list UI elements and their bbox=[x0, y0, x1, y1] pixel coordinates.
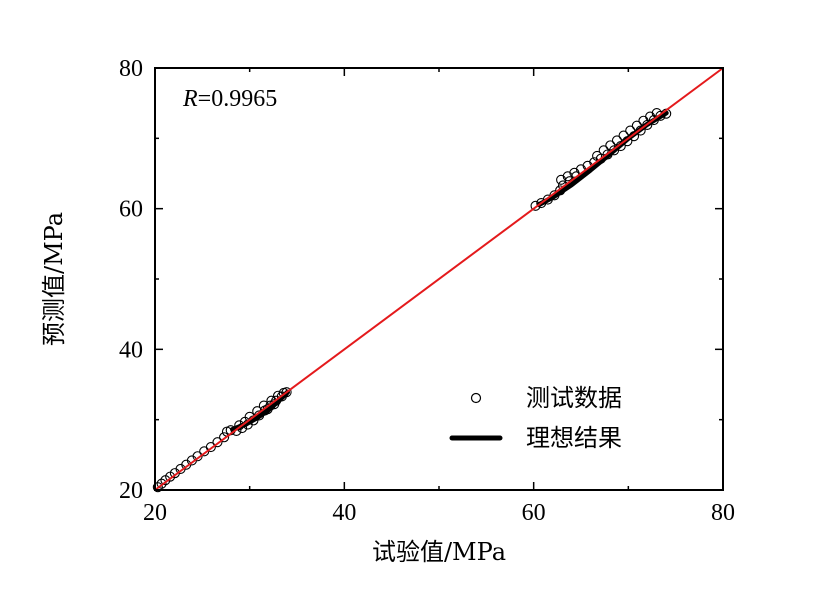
y-axis-title: 预测值/MPa bbox=[40, 212, 68, 346]
legend-label-test-data: 测试数据 bbox=[526, 384, 622, 412]
y-tick-label: 80 bbox=[119, 56, 143, 82]
reference-line bbox=[154, 67, 724, 491]
x-axis-title: 试验值/MPa bbox=[372, 538, 506, 566]
reference-line-series bbox=[154, 67, 724, 491]
y-tick-label: 60 bbox=[119, 197, 143, 223]
annotation-value: =0.9965 bbox=[198, 86, 278, 112]
scatter-point bbox=[156, 478, 167, 489]
scatter-point bbox=[605, 140, 616, 151]
x-tick-label: 20 bbox=[143, 500, 167, 526]
scatter-point bbox=[205, 442, 216, 453]
scatter-point bbox=[598, 145, 609, 156]
correlation-annotation: R=0.9965 bbox=[182, 86, 277, 112]
y-tick-label: 40 bbox=[119, 337, 143, 363]
x-tick-label: 60 bbox=[522, 500, 546, 526]
x-tick-label: 80 bbox=[711, 500, 735, 526]
scatter-point bbox=[219, 432, 230, 443]
scatter-point bbox=[152, 482, 163, 493]
annotation-prefix: R bbox=[182, 86, 198, 112]
legend-label-ideal-result: 理想结果 bbox=[526, 424, 622, 452]
legend-marker-test-data bbox=[470, 392, 482, 404]
x-tick-label: 40 bbox=[332, 500, 356, 526]
axes: 20 40 60 80 20 40 60 80 bbox=[119, 56, 735, 526]
scatter-point bbox=[212, 437, 223, 448]
legend: 测试数据 理想结果 bbox=[449, 384, 622, 452]
y-tick-label: 20 bbox=[119, 478, 143, 504]
